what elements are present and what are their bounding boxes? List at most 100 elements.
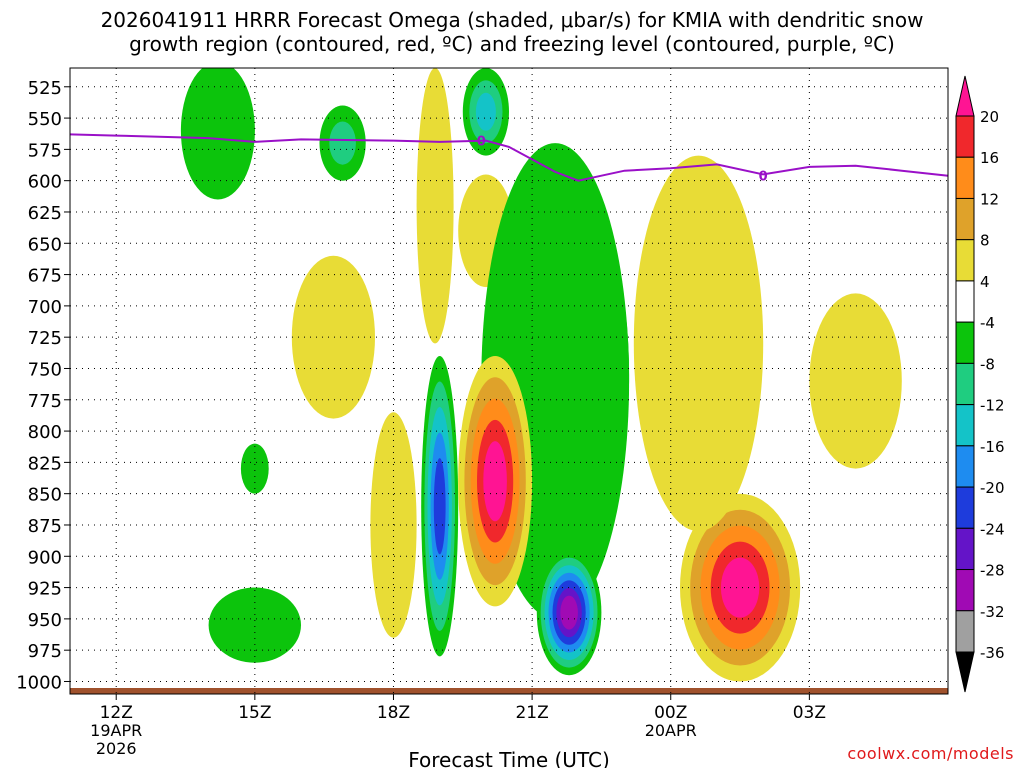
colorbar-bin [955, 362, 975, 406]
y-tick-label: 875 [28, 516, 62, 537]
y-tick-label: 675 [28, 266, 62, 287]
y-tick-label: 525 [28, 78, 62, 99]
plot-frame [69, 67, 949, 695]
omega-contour-band [180, 68, 255, 200]
colorbar-label: 16 [980, 149, 999, 167]
chart-title-line-2: growth region (contoured, red, ºC) and f… [129, 32, 895, 56]
colorbar-label: -20 [980, 479, 1005, 497]
colorbar-bin [955, 610, 975, 653]
x-tick-sublabel: 2026 [96, 739, 137, 758]
colorbar-bin [955, 486, 975, 529]
colorbar-label: 20 [980, 108, 999, 126]
omega-contour-band [483, 441, 507, 522]
colorbar-label: 4 [980, 273, 990, 291]
y-axis: 525 550 575 600 625 650 675 700 725 750 775 800 825 8… [16, 78, 70, 693]
colorbar-bin [955, 280, 975, 323]
omega-feature-green-1500-955 [208, 587, 301, 663]
terrain-strip [70, 688, 948, 694]
x-tick-sublabel: 20APR [645, 721, 697, 740]
omega-feature-down-2200-950 [536, 550, 602, 676]
y-tick-label: 950 [28, 610, 62, 631]
chart-title-line-1: 2026041911 HRRR Forecast Omega (shaded, … [100, 8, 924, 32]
colorbar-label: -28 [980, 562, 1005, 580]
colorbar-label: -8 [980, 355, 995, 373]
omega-contour-band [240, 443, 269, 494]
omega-contour-band [720, 557, 760, 618]
omega-contour-band [416, 68, 454, 344]
omega-feature-yellow-0700-620 [416, 68, 454, 344]
colorbar-bin [955, 404, 975, 447]
credit-text: coolwx.com/models [847, 744, 1014, 763]
omega-feature-yellow-0500-760 [809, 293, 902, 469]
y-tick-label: 550 [28, 109, 62, 130]
colorbar-label: -4 [980, 314, 995, 332]
y-tick-label: 975 [28, 641, 62, 662]
omega-feature-rising-0800-525 [462, 68, 509, 156]
y-tick-label: 575 [28, 140, 62, 161]
omega-feature-rising-0100-930 [680, 493, 801, 682]
y-tick-label: 800 [28, 422, 62, 443]
x-tick-label: 15Z [238, 703, 271, 723]
colorbar: 20 16 12 8 4 -4 -8 -12 -16 -20 -24 -28 -32 -36 [955, 75, 1005, 693]
x-tick-label: 00Z [654, 703, 687, 723]
omega-contour-band [475, 92, 496, 131]
x-tick-label: 03Z [793, 703, 826, 723]
colorbar-label: -24 [980, 520, 1005, 538]
y-tick-label: 600 [28, 172, 62, 193]
omega-contour-band [560, 595, 578, 630]
colorbar-bin [955, 156, 975, 199]
grid [70, 68, 948, 694]
plot-area [70, 68, 948, 694]
colorbar-bin [955, 239, 975, 282]
colorbar-label: 8 [980, 232, 990, 250]
colorbar-bin [955, 527, 975, 571]
omega-contour-band [433, 458, 446, 555]
omega-feature-rising-2000-830 [458, 356, 533, 607]
colorbar-label: -12 [980, 397, 1005, 415]
freezing-level-line [69, 133, 949, 182]
y-tick-label: 625 [28, 203, 62, 224]
colorbar-top-cap [955, 75, 975, 117]
omega-feature-yellow-0500-720 [291, 255, 375, 419]
omega-contour-band [809, 293, 902, 469]
colorbar-bin [955, 569, 975, 612]
x-axis-label: Forecast Time (UTC) [408, 748, 610, 768]
x-tick-label: 18Z [377, 703, 410, 723]
freezing-level-contour: 00 [69, 133, 949, 185]
omega-feature-yellow-0130-700 [633, 155, 764, 532]
omega-feature-green-1500-830 [240, 443, 269, 494]
omega-feature-sinking-0300-525 [180, 68, 255, 200]
y-tick-label: 1000 [16, 672, 62, 693]
y-tick-label: 850 [28, 485, 62, 506]
y-tick-label: 700 [28, 297, 62, 318]
y-tick-label: 650 [28, 234, 62, 255]
omega-feature-down-1900-850 [421, 356, 459, 657]
x-tick-sublabel: 19APR [90, 721, 142, 740]
omega-feature-sinking-0500-560 [319, 105, 366, 181]
y-tick-label: 775 [28, 391, 62, 412]
omega-contour-band [329, 121, 356, 165]
y-tick-label: 925 [28, 579, 62, 600]
omega-contour-band [633, 155, 764, 532]
colorbar-label: 12 [980, 190, 999, 208]
colorbar-bottom-cap [955, 651, 975, 693]
colorbar-label: -36 [980, 644, 1005, 662]
x-tick-label: 21Z [515, 703, 548, 723]
colorbar-label: -32 [980, 603, 1005, 621]
omega-contour-band [291, 255, 375, 419]
x-tick-label: 12Z [100, 703, 133, 723]
y-tick-label: 750 [28, 359, 62, 380]
colorbar-bin [955, 445, 975, 488]
y-tick-label: 900 [28, 547, 62, 568]
colorbar-bin [955, 321, 975, 364]
freezing-level-label: 0 [477, 135, 486, 150]
colorbar-bin [955, 197, 975, 241]
colorbar-bin [955, 115, 975, 158]
freezing-level-label: 0 [759, 170, 768, 185]
omega-contour-band [208, 587, 301, 663]
y-tick-label: 825 [28, 453, 62, 474]
colorbar-label: -16 [980, 438, 1005, 456]
y-tick-label: 725 [28, 328, 62, 349]
